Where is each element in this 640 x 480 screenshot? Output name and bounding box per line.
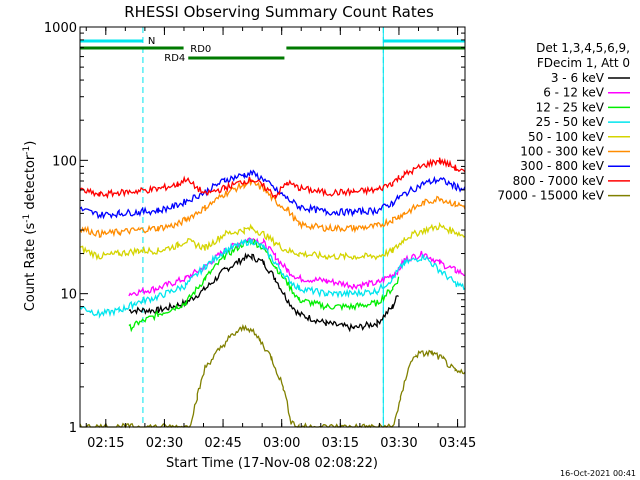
legend-label: 12 - 25 keV [536,100,605,114]
y-axis-ticks: 1 10 100 1000 [44,21,465,436]
legend-header-1: Det 1,3,4,5,6,9, [536,41,630,55]
y-axis-label-part2: detector [23,154,38,214]
legend-label: 100 - 300 keV [520,145,604,159]
legend-label: 50 - 100 keV [528,130,605,144]
series-line [79,221,466,261]
plot-frame [79,26,466,428]
y-axis-label-part1: Count Rate (s [23,223,38,312]
y-tick-label: 10 [60,288,77,303]
y-axis-label-sup1: -1 [22,214,32,223]
y-axis-label: Count Rate (s-1 detector-1) [22,141,38,312]
x-tick-label: 03:15 [322,436,359,451]
x-axis-label: Start Time (17-Nov-08 02:08:22) [166,456,378,471]
y-tick-label: 1000 [44,21,77,36]
night-label: N [148,36,155,47]
legend-label: 300 - 800 keV [520,159,604,173]
legend-label: 7000 - 15000 keV [497,189,604,203]
series-line [128,252,399,333]
x-tick-label: 03:00 [263,436,300,451]
legend-label: 800 - 7000 keV [513,174,605,188]
x-tick-label: 02:30 [146,436,183,451]
chart-title: RHESSI Observing Summary Count Rates [124,3,434,21]
series-line [79,169,466,220]
x-tick-label: 02:45 [204,436,241,451]
plot-area: N RD0 RD4 02:15 02:30 02:45 03:00 03:15 03:30 03… [44,21,476,451]
footer-date: 16-Oct-2021 00:41 [560,469,636,478]
y-tick-label: 1 [69,421,77,436]
annotation-layer: N RD0 RD4 [80,27,465,427]
series-line [79,178,466,238]
series-line [79,238,466,319]
legend-label: 25 - 50 keV [536,115,605,129]
y-tick-label: 100 [52,154,77,169]
legend: Det 1,3,4,5,6,9, FDecim 1, Att 0 3 - 6 k… [497,41,630,203]
series-layer [79,157,466,429]
x-axis-ticks: 02:15 02:30 02:45 03:00 03:15 03:30 03:45 [85,27,476,451]
x-tick-label: 03:30 [380,436,417,451]
series-line [79,157,466,200]
series-line [79,323,466,429]
rd4-label: RD4 [164,53,185,64]
y-axis-label-part3: ) [23,141,38,146]
x-tick-label: 02:15 [87,436,124,451]
rd0-label: RD0 [190,44,211,55]
x-tick-label: 03:45 [439,436,476,451]
legend-header-2: FDecim 1, Att 0 [537,56,630,70]
y-axis-label-sup2: -1 [22,146,32,155]
legend-label: 3 - 6 keV [551,71,605,85]
legend-label: 6 - 12 keV [543,86,605,100]
